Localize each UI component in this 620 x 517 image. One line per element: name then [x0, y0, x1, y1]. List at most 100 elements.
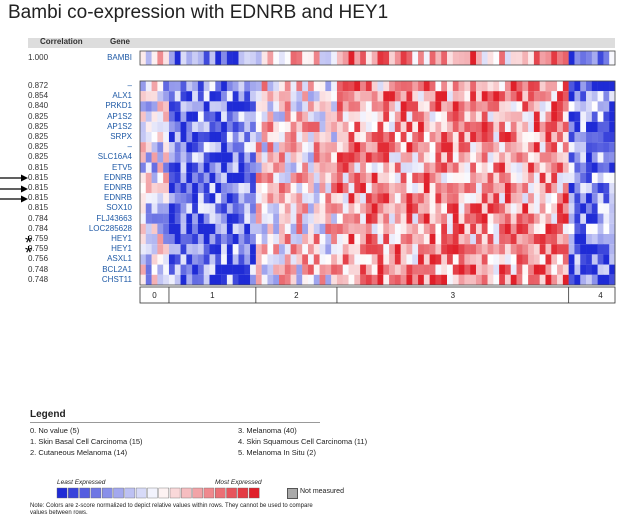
row-gene-link[interactable]: –: [127, 81, 132, 90]
row-gene-link[interactable]: EDNRB: [103, 193, 132, 203]
gene-row-0-cell: [504, 81, 511, 92]
gene-row-0-cell: [533, 81, 540, 92]
row-gene-link[interactable]: ALX1: [112, 91, 132, 101]
gene-row-14-cell: [504, 223, 511, 234]
gene-row-9-cell: [244, 172, 251, 183]
gene-row-6-cell: [168, 142, 175, 153]
gene-row-0-cell: [394, 81, 401, 92]
gene-row-9-cell: [267, 172, 274, 183]
gene-row-9-cell: [377, 172, 384, 183]
gene-row-14-cell: [522, 223, 529, 234]
gene-row-3-cell: [296, 111, 303, 122]
bambi-row-cell: [377, 51, 384, 65]
gene-row-13-cell: [302, 213, 309, 224]
gene-row-9-cell: [342, 172, 349, 183]
gene-row-3-cell: [174, 111, 181, 122]
gene-row-19-cell: [603, 274, 610, 285]
gene-row-3-cell: [377, 111, 384, 122]
row-gene-link[interactable]: BCL2A1: [102, 264, 132, 274]
bambi-row-cell: [157, 51, 164, 65]
row-gene-link[interactable]: ETV5: [111, 162, 132, 172]
gene-row-18-cell: [504, 264, 511, 275]
gene-row-8-cell: [250, 162, 257, 173]
gene-row-17-cell: [180, 254, 187, 265]
gene-row-12-cell: [348, 203, 355, 214]
gene-row-11-cell: [557, 193, 564, 204]
gene-row-5-cell: [192, 132, 199, 143]
gene-row-18-cell: [528, 264, 535, 275]
gene-row-0-cell: [522, 81, 529, 92]
gene-row-18-cell: [255, 264, 262, 275]
gene-row-0-cell: [273, 81, 280, 92]
bambi-row-cell: [371, 51, 378, 65]
gene-row-16-cell: [475, 244, 483, 255]
row-gene-link[interactable]: SLC16A4: [97, 152, 132, 162]
gene-row-7-cell: [394, 152, 401, 163]
gene-row-4-cell: [504, 121, 511, 132]
gene-row-2-cell: [429, 101, 436, 112]
gene-row-17-cell: [481, 254, 488, 265]
gene-row-19-cell: [580, 274, 587, 285]
row-gene-link[interactable]: –: [127, 142, 132, 152]
row-gene-link[interactable]: PRKD1: [105, 101, 132, 111]
gene-row-1-cell: [145, 91, 152, 102]
row-gene-link[interactable]: HEY1: [111, 244, 132, 254]
gene-row-2-cell: [441, 101, 448, 112]
gene-row-3-cell: [418, 111, 425, 122]
gene-row-0-cell: [609, 81, 616, 92]
row-gene-link[interactable]: CHST11: [101, 274, 132, 284]
row-gene-link[interactable]: HEY1: [111, 234, 132, 243]
bambi-row-cell: [145, 51, 152, 65]
gene-row-5-cell: [186, 132, 193, 143]
row-gene-link[interactable]: AP1S2: [107, 121, 132, 131]
row-gene-link[interactable]: AP1S2: [107, 111, 132, 121]
gene-row-19-cell: [528, 274, 535, 285]
row-gene-link[interactable]: FLJ43663: [96, 213, 132, 223]
gene-row-0-cell: [307, 81, 315, 92]
gene-row-5-cell: [580, 132, 587, 143]
gene-row-5-cell: [203, 132, 210, 143]
gene-row-5-cell: [377, 132, 384, 143]
gene-row-8-cell: [226, 162, 233, 173]
reference-gene-link[interactable]: BAMBI: [107, 53, 132, 62]
gene-row-17-cell: [186, 254, 193, 265]
gene-row-9-cell: [319, 172, 326, 183]
row-gene-link[interactable]: LOC285628: [88, 223, 132, 233]
gene-row-4-cell: [487, 121, 494, 132]
gene-row-10-cell: [464, 183, 471, 194]
gene-row-19-cell: [279, 274, 286, 285]
gene-row-15-cell: [597, 234, 604, 245]
row-gene-link[interactable]: EDNRB: [103, 172, 132, 182]
row-gene-link[interactable]: SRPX: [110, 132, 132, 141]
gene-row-1-cell: [441, 91, 448, 102]
gene-row-9-cell: [394, 172, 401, 183]
gene-row-9-cell: [603, 172, 610, 183]
gene-row-11-cell: [603, 193, 610, 204]
gene-row-7-cell: [302, 152, 309, 163]
gene-row-19-cell: [354, 274, 361, 285]
row-gene-link[interactable]: EDNRB: [103, 183, 132, 192]
gene-row-7-cell: [406, 152, 413, 163]
row-gene-link[interactable]: ASXL1: [107, 254, 132, 264]
gene-row-7-cell: [354, 152, 361, 163]
gene-row-15-cell: [354, 234, 361, 245]
gene-row-12-cell: [487, 203, 494, 214]
gene-row-8-cell: [539, 162, 546, 173]
gene-row-12-cell: [226, 203, 233, 214]
gene-row-19-cell: [429, 274, 436, 285]
gene-row-13-cell: [365, 213, 372, 224]
gene-row-12-cell: [290, 203, 297, 214]
arrow-icon: [0, 195, 28, 203]
gene-row-10-cell: [371, 183, 378, 194]
gene-row-18-cell: [307, 264, 315, 275]
gene-row-13-cell: [574, 213, 581, 224]
row-gene-link[interactable]: SOX10: [106, 203, 132, 213]
gene-row-17-cell: [296, 254, 303, 265]
gene-row-6-cell: [365, 142, 372, 153]
gene-row-11-cell: [447, 193, 454, 204]
gene-row-2-cell: [307, 101, 315, 112]
bambi-row-cell: [580, 51, 587, 65]
gene-row-11-cell: [348, 193, 355, 204]
gene-row-17-cell: [302, 254, 309, 265]
gene-row-3-cell: [591, 111, 598, 122]
